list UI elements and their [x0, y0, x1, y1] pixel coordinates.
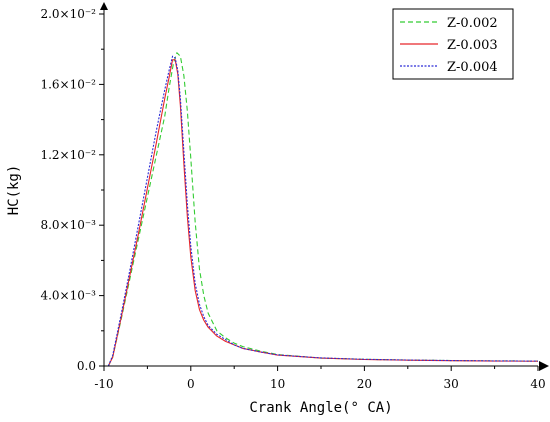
legend-label-1: Z-0.002 [447, 16, 498, 31]
x-tick-label: 10 [270, 377, 285, 391]
y-tick-label: 1.2×10⁻² [40, 148, 96, 162]
x-tick-label: 0 [187, 377, 195, 391]
y-ticks: 0.0 4.0×10⁻³ 8.0×10⁻³ 1.2×10⁻² 1.6×10⁻² 2.0×1… [40, 7, 104, 373]
legend: Z-0.002 Z-0.003 Z-0.004 [392, 8, 514, 80]
y-tick-label: 1.6×10⁻² [40, 77, 96, 91]
series-line-3 [107, 55, 539, 367]
y-tick-label: 0.0 [77, 359, 96, 373]
x-tick-label: 20 [357, 377, 372, 391]
x-tick-label: 30 [444, 377, 459, 391]
x-tick-label: 40 [530, 377, 545, 391]
plot-area: -10 0 10 20 30 40 0.0 4.0×10⁻³ 8.0×10⁻³ 1.2×10⁻²… [40, 2, 549, 391]
x-axis-title: Crank Angle(° CA) [249, 400, 392, 416]
x-tick-label: -10 [94, 377, 113, 391]
y-axis-arrow-icon [100, 2, 108, 10]
y-tick-label: 2.0×10⁻² [40, 7, 96, 21]
x-axis-arrow-icon [539, 361, 549, 371]
y-axis-title: HC(kg) [6, 165, 22, 216]
legend-label-3: Z-0.004 [447, 60, 498, 75]
x-ticks: -10 0 10 20 30 40 [94, 366, 546, 391]
y-tick-label: 8.0×10⁻³ [40, 218, 96, 232]
series-group [107, 52, 539, 367]
y-tick-label: 4.0×10⁻³ [40, 289, 96, 303]
legend-label-2: Z-0.003 [447, 38, 498, 53]
